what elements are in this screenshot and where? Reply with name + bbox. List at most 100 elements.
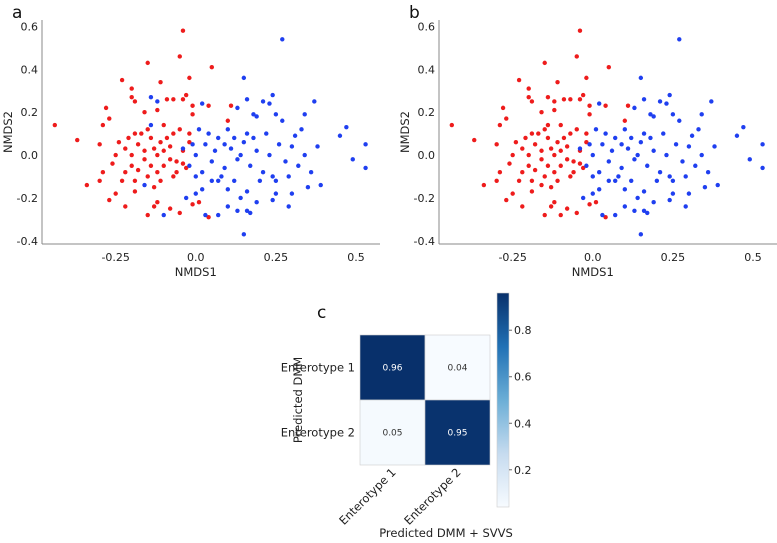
- data-point: [312, 99, 317, 104]
- x-category-label: Enterotype 1: [336, 465, 398, 527]
- data-point: [251, 135, 256, 141]
- data-point: [577, 161, 583, 166]
- data-point: [142, 148, 147, 153]
- y-axis-label: NMDS2: [398, 111, 412, 153]
- data-point: [199, 169, 205, 175]
- data-point: [276, 142, 282, 147]
- data-point: [520, 169, 525, 175]
- data-point: [132, 99, 138, 104]
- data-point: [693, 163, 698, 168]
- data-point: [555, 79, 560, 85]
- data-point: [606, 64, 612, 70]
- colorbar-tick-label: 0.6: [514, 371, 532, 384]
- data-point: [155, 169, 160, 175]
- data-point: [232, 135, 237, 141]
- data-point: [536, 131, 541, 136]
- data-point: [497, 122, 503, 128]
- cell-value: 0.96: [382, 364, 402, 374]
- data-point: [539, 182, 544, 188]
- data-point: [113, 152, 118, 158]
- data-point: [654, 178, 660, 183]
- y-tick-label: 0.2: [21, 106, 39, 119]
- panel-label: b: [409, 3, 420, 23]
- data-point: [129, 94, 134, 100]
- data-point: [651, 200, 656, 205]
- data-point: [670, 178, 676, 183]
- data-point: [145, 60, 150, 66]
- data-point: [270, 174, 275, 179]
- data-point: [241, 232, 247, 237]
- data-point: [587, 202, 592, 207]
- data-point: [148, 94, 154, 100]
- y-axis-label: Predicted DMM: [291, 357, 305, 443]
- data-point: [158, 139, 163, 145]
- data-point: [542, 212, 547, 218]
- data-point: [206, 103, 211, 108]
- x-tick-label: 0.5: [744, 251, 762, 264]
- data-point: [673, 142, 679, 147]
- data-point: [596, 101, 602, 106]
- data-point: [548, 184, 554, 190]
- data-point: [539, 109, 544, 115]
- data-point: [629, 135, 634, 141]
- data-point: [577, 97, 583, 102]
- data-point: [273, 112, 279, 117]
- data-point: [267, 152, 272, 158]
- data-point: [206, 131, 211, 136]
- data-point: [641, 208, 647, 213]
- data-point: [645, 210, 650, 216]
- data-point: [161, 212, 166, 218]
- data-point: [532, 142, 538, 147]
- data-point: [686, 191, 692, 196]
- data-point: [580, 165, 586, 171]
- y-tick-label: 0.4: [418, 63, 436, 76]
- data-point: [155, 99, 160, 104]
- data-point: [228, 146, 234, 151]
- data-point: [187, 75, 192, 81]
- x-tick-label: 0.0: [187, 251, 205, 264]
- data-point: [584, 131, 589, 136]
- data-point: [251, 112, 256, 117]
- y-tick-label: 0.4: [21, 63, 39, 76]
- data-point: [526, 163, 531, 168]
- data-point: [199, 101, 205, 106]
- data-point: [142, 109, 147, 115]
- data-point: [142, 182, 147, 188]
- data-point: [318, 182, 323, 188]
- data-point: [545, 122, 551, 128]
- data-point: [584, 163, 589, 168]
- data-point: [529, 131, 535, 136]
- data-point: [545, 163, 551, 168]
- data-point: [552, 200, 557, 205]
- data-point: [504, 116, 509, 121]
- data-point: [638, 139, 644, 145]
- data-point: [574, 127, 579, 132]
- x-tick-label: 0.25: [661, 251, 686, 264]
- data-point: [167, 157, 173, 162]
- data-point: [651, 114, 656, 119]
- data-point: [600, 142, 605, 147]
- data-point: [235, 208, 240, 213]
- data-point: [97, 142, 102, 147]
- data-point: [596, 169, 602, 175]
- data-point: [225, 127, 231, 132]
- data-point: [203, 212, 208, 218]
- data-point: [686, 144, 692, 149]
- data-point: [145, 127, 150, 132]
- data-point: [577, 28, 583, 33]
- data-point: [241, 75, 247, 81]
- data-point: [119, 77, 125, 83]
- data-point: [603, 103, 608, 108]
- data-point: [619, 165, 624, 171]
- data-point: [273, 178, 279, 183]
- data-point: [164, 97, 170, 102]
- data-point: [183, 165, 189, 171]
- data-point: [260, 169, 266, 175]
- data-point: [107, 116, 112, 121]
- data-point: [155, 152, 160, 158]
- data-point: [635, 195, 640, 201]
- colorbar-tick-label: 0.2: [514, 464, 532, 477]
- data-point: [164, 135, 170, 141]
- data-point: [241, 139, 247, 145]
